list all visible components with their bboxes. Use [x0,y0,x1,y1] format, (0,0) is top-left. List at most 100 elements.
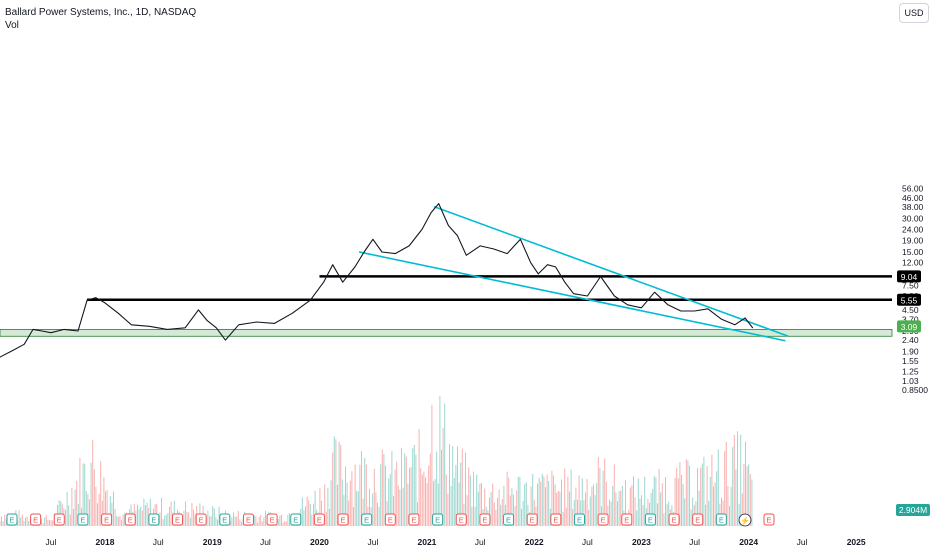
volume-bar [164,516,165,526]
volume-bar [422,475,423,527]
volume-bar [3,521,4,526]
volume-bar [689,466,690,527]
volume-bar [729,506,730,526]
volume-bar [687,461,688,526]
volume-bar [209,516,210,526]
earnings-event-marker-label: E [648,516,653,525]
x-tick-label: 2023 [632,537,651,547]
volume-bar [636,511,637,527]
y-tick-label: 19.00 [902,236,924,246]
volume-bar [71,488,72,526]
earnings-event-marker-label: E [317,516,322,525]
volume-bar [212,506,213,526]
volume-bar [478,492,479,526]
x-tick-label: 2024 [739,537,758,547]
volume-bar [327,488,328,526]
x-tick-label: Jul [475,537,486,547]
volume-bar [233,513,234,527]
volume-bar [145,505,146,526]
earnings-event-marker-label: E [57,516,62,525]
volume-bar [427,483,428,526]
volume-bar [734,435,735,526]
earnings-event-marker-label: E [530,516,535,525]
x-tick-label: 2020 [310,537,329,547]
volume-bar [713,486,714,526]
volume-bar [265,511,266,526]
earnings-event-marker-label: E [104,516,109,525]
volume-bar [311,514,312,526]
volume-bar [239,519,240,526]
volume-bar [140,507,141,526]
volume-bar [284,521,285,526]
volume-bar [283,523,284,526]
volume-bar [259,517,260,526]
chart-legend-title: Ballard Power Systems, Inc., 1D, NASDAQ [5,7,196,18]
volume-bar [22,515,23,527]
volume-bar [564,468,565,526]
volume-bar [428,466,429,526]
volume-bar [519,477,520,526]
volume-bar [191,503,192,526]
volume-bar [289,514,290,527]
earnings-event-marker-label: E [577,516,582,525]
volume-bar [751,479,752,526]
volume-bar [142,511,143,526]
volume-bar [497,498,498,526]
volume-bar [454,478,455,526]
volume-bar [20,517,21,526]
currency-button[interactable]: USD [899,3,929,23]
x-tick-label: Jul [367,537,378,547]
volume-bar [447,494,448,526]
y-tick-label: 0.8500 [902,385,928,395]
volume-bar [355,465,356,526]
volume-bar [735,470,736,527]
volume-bar [596,483,597,526]
volume-bar [569,492,570,526]
volume-bar [643,505,644,526]
earnings-event-marker-label: E [9,516,14,525]
volume-bar [351,471,352,526]
volume-bar [171,502,172,526]
last-volume-badge-label: 2.904M [899,505,927,515]
x-tick-label: 2019 [203,537,222,547]
earnings-event-marker-label: E [222,516,227,525]
earnings-event-marker-label: E [435,516,440,525]
volume-bar [407,484,408,526]
volume-bar [590,497,591,527]
volume-bar [335,439,336,526]
volume-bar [431,405,432,526]
volume-bar [710,477,711,526]
volume-bar [446,475,447,527]
earnings-event-marker-label: E [128,516,133,525]
volume-bar [638,479,639,527]
volume-bar [588,510,589,526]
volume-bar [95,487,96,526]
volume-bar [548,481,549,526]
volume-bar [305,506,306,526]
volume-bar [475,507,476,526]
earnings-event-marker-label: E [672,516,677,525]
volume-bars [0,396,752,526]
volume-bar [591,487,592,526]
volume-bar [94,469,95,526]
volume-bar [492,484,493,527]
volume-bar [377,503,378,526]
volume-bar [257,523,258,526]
volume-bar [609,500,610,526]
earnings-event-marker-label: E [175,516,180,525]
volume-bar [185,502,186,527]
earnings-event-marker-label: E [411,516,416,525]
volume-bar [190,518,191,526]
volume-bar [542,474,543,526]
x-tick-label: Jul [582,537,593,547]
volume-bar [92,440,93,526]
volume-bar [491,492,492,526]
x-tick-label: 2022 [525,537,544,547]
volume-bar [404,453,405,526]
volume-bar [339,442,340,526]
y-tick-label: 2.40 [902,335,919,345]
volume-bar [99,494,100,526]
volume-bar [67,492,68,526]
